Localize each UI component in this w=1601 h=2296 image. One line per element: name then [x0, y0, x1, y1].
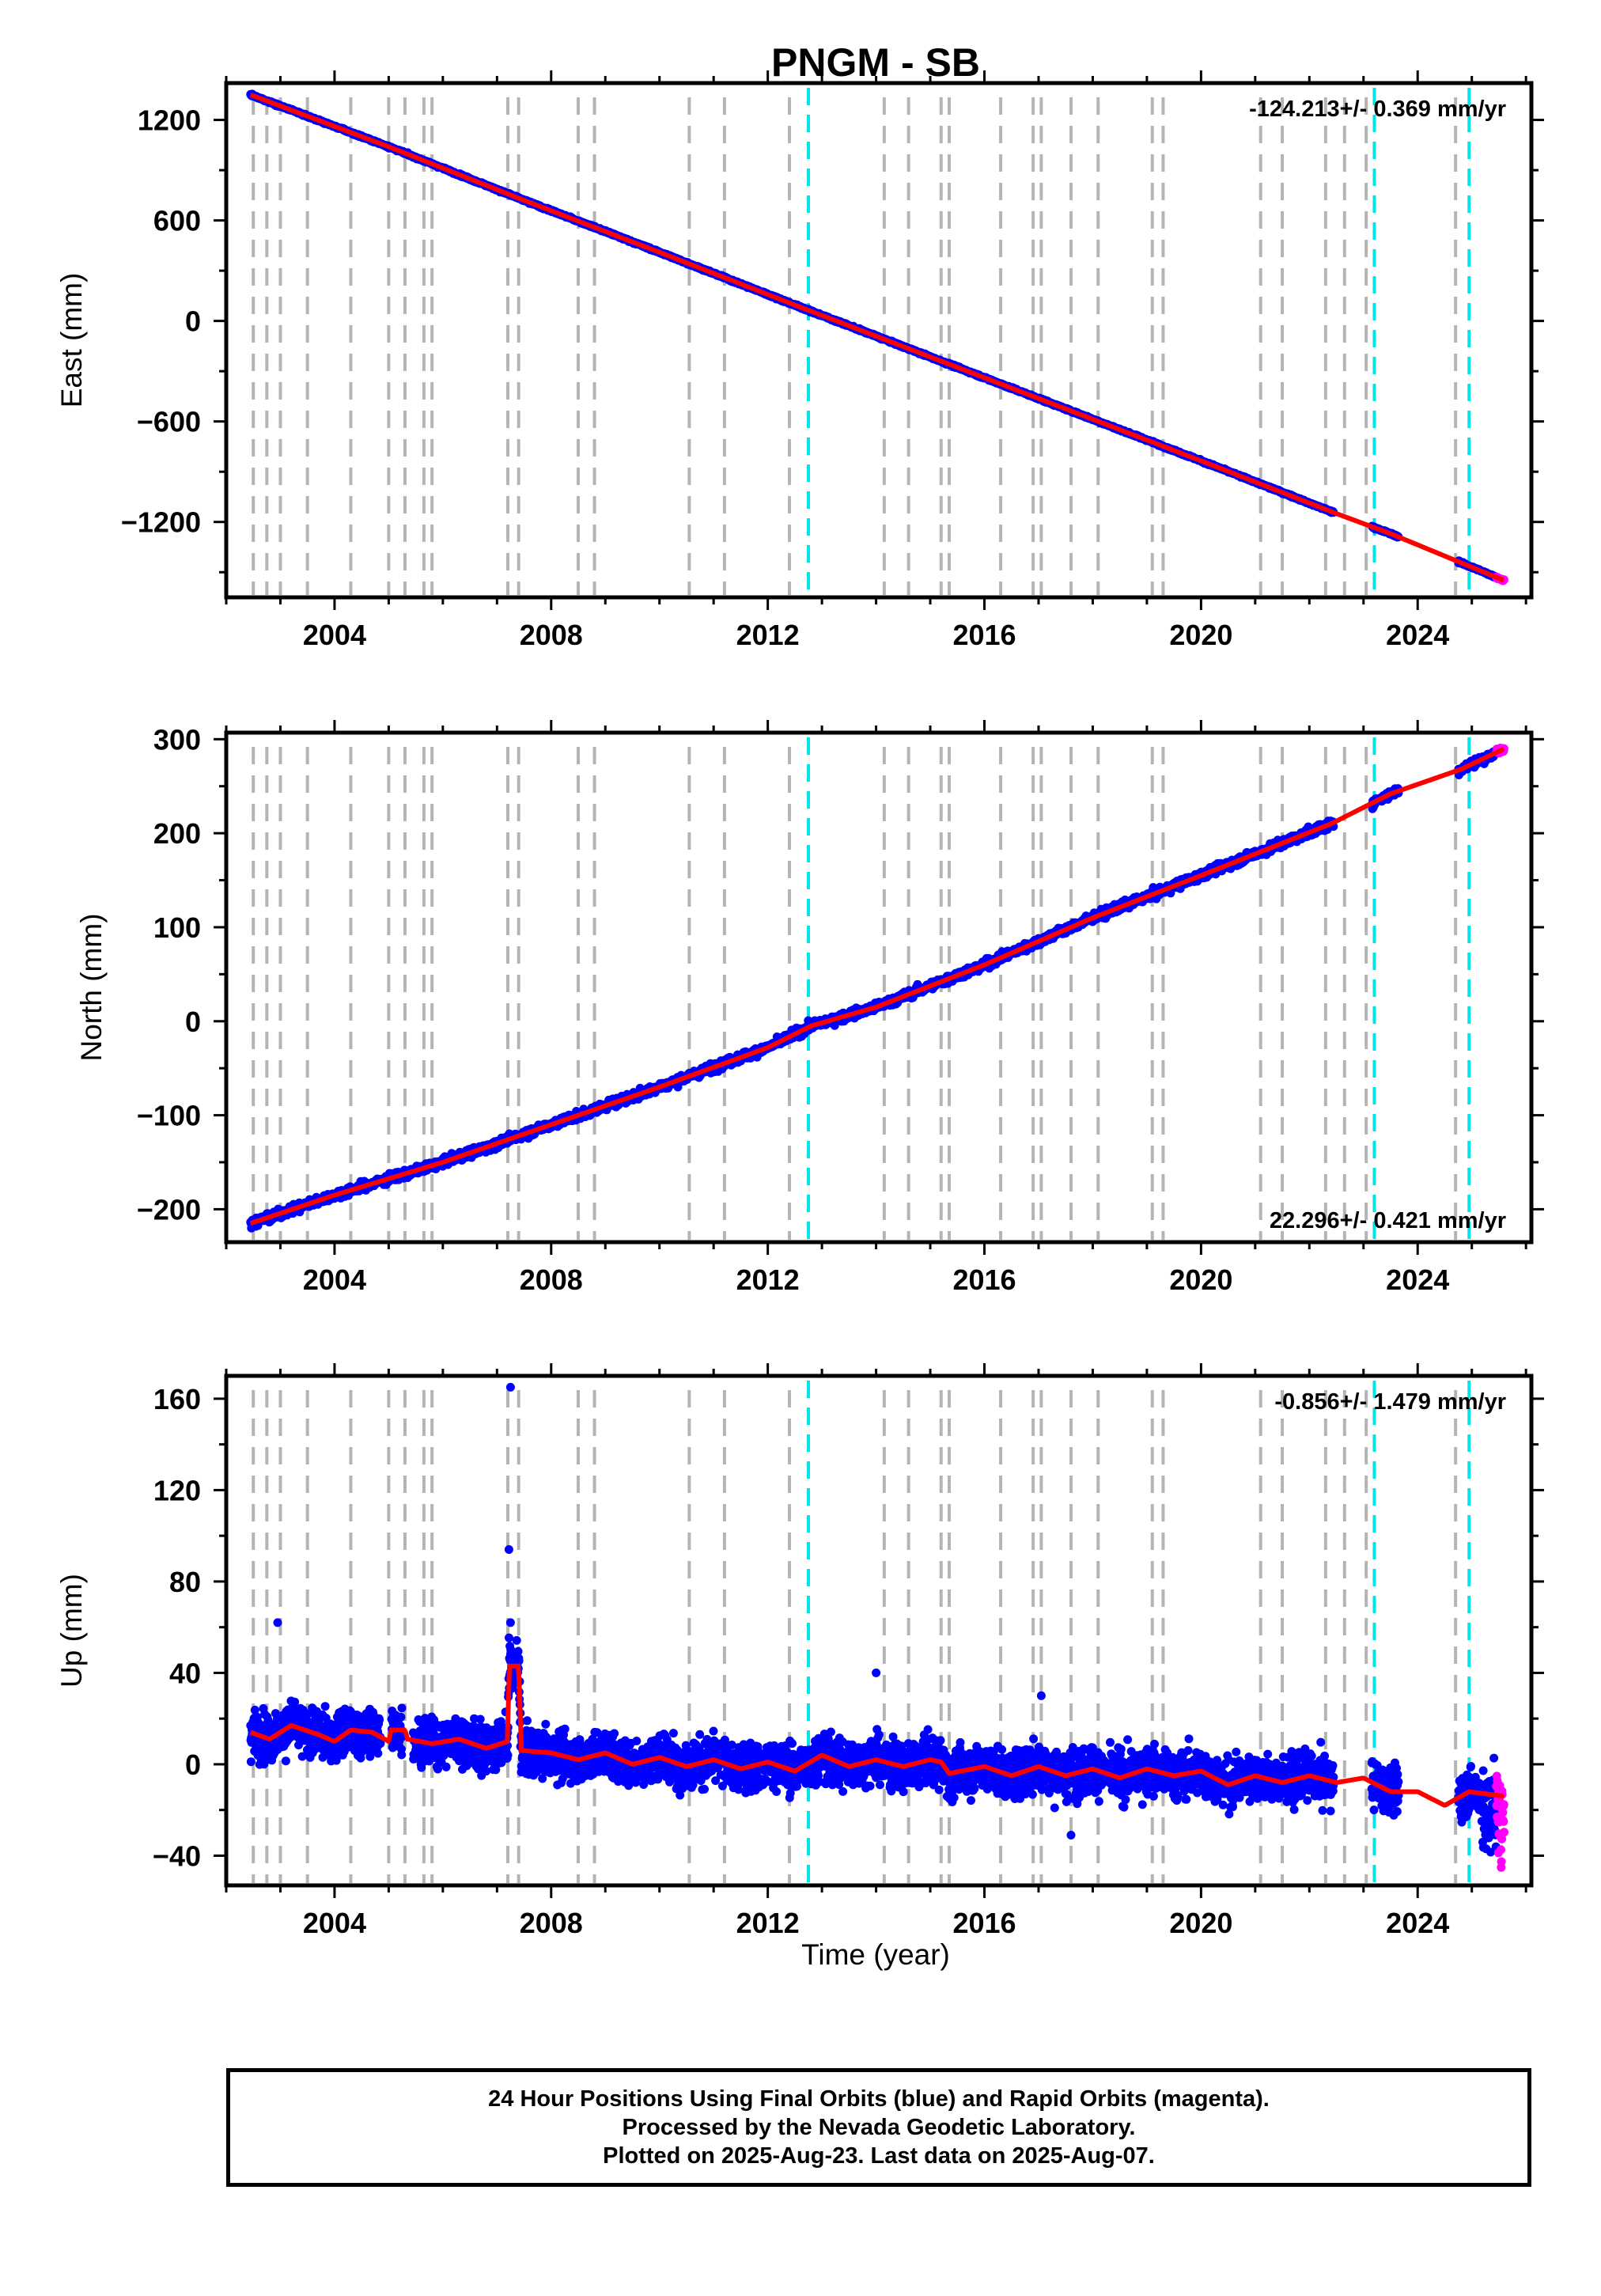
- x-tick-label: 2016: [952, 619, 1016, 651]
- x-tick-label: 2012: [736, 619, 800, 651]
- y-tick-label: 1200: [138, 104, 201, 137]
- velocity-annotation: -124.213+/- 0.369 mm/yr: [1249, 97, 1506, 122]
- east-panel: 2004 2008 2012 2016 2020 2024 −1200 −600 0 600 120…: [55, 70, 1544, 651]
- y-axis-label: East (mm): [55, 273, 88, 408]
- y-tick-label: 600: [153, 205, 201, 237]
- x-tick-label: 2008: [520, 619, 583, 651]
- north-panel: 2004 2008 2012 2016 2020 2024−200−10001002003…: [75, 720, 1544, 1296]
- x-tick-label: 2024: [1386, 619, 1449, 651]
- y-tick-label: −1200: [121, 506, 201, 539]
- y-tick-label: −600: [137, 406, 201, 438]
- x-tick-label: 2004: [303, 619, 366, 651]
- model-fit-line: [249, 92, 1505, 583]
- x-tick-label: 2020: [1169, 619, 1232, 651]
- y-tick-label: 0: [185, 305, 201, 338]
